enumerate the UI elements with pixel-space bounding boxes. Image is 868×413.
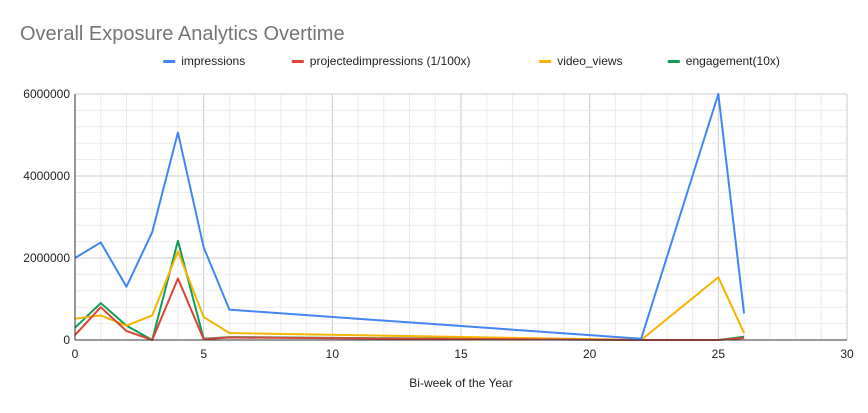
- legend-label: engagement(10x): [686, 54, 780, 68]
- legend-swatch: [163, 60, 176, 63]
- x-tick-label: 30: [840, 347, 854, 361]
- chart-axes: [74, 94, 847, 341]
- legend-swatch: [291, 60, 304, 63]
- series-line-video-views: [74, 250, 745, 341]
- y-tick-label: 2000000: [23, 251, 70, 265]
- x-axis-label: Bi-week of the Year: [409, 376, 512, 390]
- series-line-impressions: [74, 93, 746, 340]
- legend-swatch: [539, 60, 552, 63]
- legend-label: video_views: [557, 54, 622, 68]
- x-tick-label: 20: [583, 347, 597, 361]
- x-tick-label: 5: [200, 347, 207, 361]
- y-tick-label: 0: [63, 333, 70, 347]
- legend-swatch: [667, 60, 680, 63]
- x-tick-label: 10: [326, 347, 340, 361]
- legend-label: projectedimpressions (1/100x): [310, 54, 471, 68]
- x-tick-label: 0: [72, 347, 79, 361]
- legend-label: impressions: [181, 54, 245, 68]
- y-tick-label: 4000000: [23, 169, 70, 183]
- chart-legend: impressions projectedimpressions (1/100x)…: [163, 54, 780, 68]
- chart-title: Overall Exposure Analytics Overtime: [20, 23, 345, 45]
- chart-tick-labels: 0 5 10 15 20 25 30 0 2000000 4000000 6000000: [23, 87, 854, 361]
- y-tick-label: 6000000: [23, 87, 70, 101]
- x-tick-label: 25: [712, 347, 726, 361]
- x-tick-label: 15: [454, 347, 468, 361]
